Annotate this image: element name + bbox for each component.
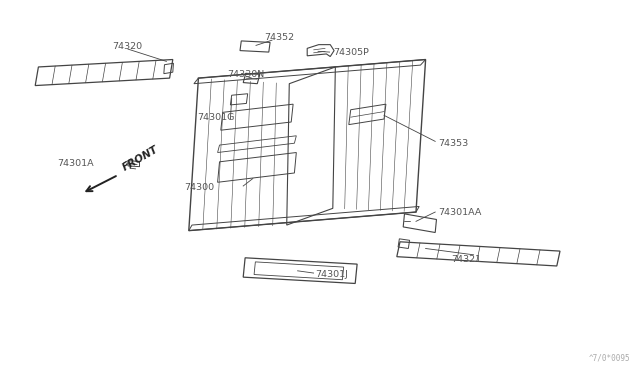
Text: 74305P: 74305P <box>333 48 369 57</box>
Text: 74353: 74353 <box>438 139 468 148</box>
Text: FRONT: FRONT <box>120 144 160 173</box>
Text: 74300: 74300 <box>184 183 214 192</box>
Text: 74321: 74321 <box>451 255 481 264</box>
Text: ^7/0*0095: ^7/0*0095 <box>589 354 630 363</box>
Text: 74301J: 74301J <box>315 270 348 279</box>
Text: 74301AA: 74301AA <box>438 208 482 217</box>
Text: 74352: 74352 <box>264 33 294 42</box>
Text: 74301A: 74301A <box>58 159 94 168</box>
Text: 74301G: 74301G <box>197 113 234 122</box>
Text: 74330N: 74330N <box>227 70 264 79</box>
Text: 74320: 74320 <box>112 42 142 51</box>
